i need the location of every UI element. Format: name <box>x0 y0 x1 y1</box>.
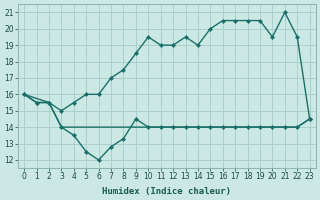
X-axis label: Humidex (Indice chaleur): Humidex (Indice chaleur) <box>102 187 231 196</box>
